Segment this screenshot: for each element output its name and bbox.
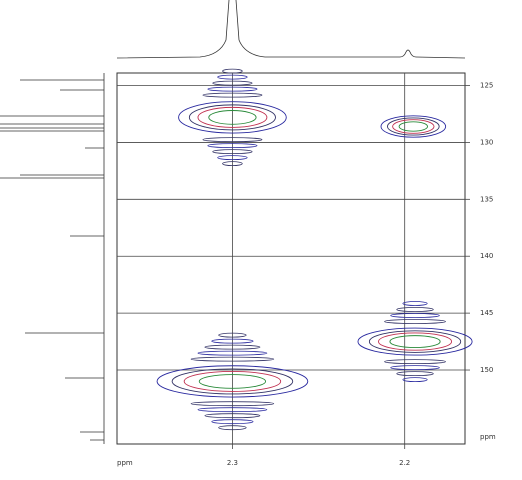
contour-stripe: [390, 365, 440, 371]
contour: [178, 101, 287, 134]
contour-stripe: [384, 319, 446, 324]
contour-stripe: [396, 307, 434, 312]
contour: [378, 332, 453, 351]
contour-stripe: [211, 338, 254, 344]
contour-stripe: [402, 301, 428, 306]
x-tick-label: 2.3: [227, 459, 238, 467]
contour: [357, 327, 473, 356]
contour-stripe: [207, 86, 258, 92]
left-projection: [0, 73, 105, 444]
contour-stripe: [204, 344, 261, 350]
contour-stripe: [190, 401, 275, 407]
y-tick-label: 145: [480, 309, 493, 317]
contour: [392, 119, 435, 134]
contour: [387, 117, 440, 136]
contour-stripe: [217, 155, 248, 161]
contour-stripe: [222, 161, 243, 167]
contour-stripe: [396, 371, 434, 377]
contour-stripe: [218, 332, 247, 338]
y-tick-label: 125: [480, 82, 493, 90]
y-tick-label: 130: [480, 138, 493, 146]
y-tick-label: 150: [480, 366, 493, 374]
contour: [171, 368, 294, 395]
x-tick-label: 2.2: [399, 459, 410, 467]
y-tick-label: 135: [480, 195, 493, 203]
contour: [368, 330, 462, 353]
y-axis-label: ppm: [480, 433, 496, 441]
contour-stripe: [217, 74, 248, 80]
contour-stripe: [197, 350, 268, 356]
contour-stripe: [202, 92, 263, 98]
contour: [380, 115, 447, 138]
contour-stripe: [197, 407, 268, 413]
contour-stripe: [207, 143, 258, 149]
contour: [197, 106, 268, 128]
contour: [156, 365, 309, 398]
contour: [188, 104, 276, 131]
contour-stripe: [390, 313, 440, 318]
y-tick-label: 140: [480, 252, 493, 260]
contour-stripe: [212, 80, 253, 86]
contour: [198, 374, 267, 389]
contour-stripe: [202, 137, 263, 143]
plot-frame: [116, 72, 466, 445]
contour-stripe: [204, 413, 261, 419]
x-axis-label: ppm: [117, 459, 133, 467]
contour-stripe: [384, 359, 446, 365]
top-projection: [116, 0, 466, 59]
contour: [398, 121, 428, 132]
contour-stripe: [402, 377, 428, 383]
contour: [183, 370, 282, 392]
contour-stripe: [190, 356, 275, 362]
contour-stripe: [212, 149, 253, 155]
contour: [389, 335, 441, 348]
contour: [208, 110, 257, 125]
contour-stripe: [211, 419, 254, 425]
contour-stripe: [218, 425, 247, 431]
contour-stripe: [222, 68, 243, 74]
